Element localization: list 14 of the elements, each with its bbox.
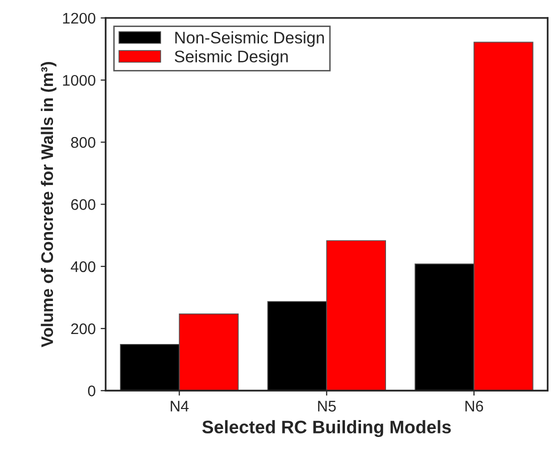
legend-label: Seismic Design bbox=[174, 50, 288, 66]
y-tick-label: 400 bbox=[70, 261, 96, 272]
y-tick-label: 200 bbox=[71, 323, 96, 334]
y-tick-label: 1200 bbox=[63, 12, 96, 24]
x-axis-title: Selected RC Building Models bbox=[202, 420, 451, 438]
x-tick-label: N4 bbox=[170, 400, 189, 412]
y-tick-label: 600 bbox=[71, 199, 96, 210]
y-axis-title: Volume of Concrete for Walls in (m³) bbox=[40, 62, 56, 348]
y-tick-label: 800 bbox=[71, 137, 96, 148]
y-tick-label: 0 bbox=[88, 386, 96, 396]
x-tick-label: N6 bbox=[465, 400, 484, 412]
y-tick-label: 1000 bbox=[63, 74, 96, 86]
x-tick-label: N5 bbox=[318, 400, 336, 412]
legend-label: Non-Seismic Design bbox=[175, 31, 324, 47]
